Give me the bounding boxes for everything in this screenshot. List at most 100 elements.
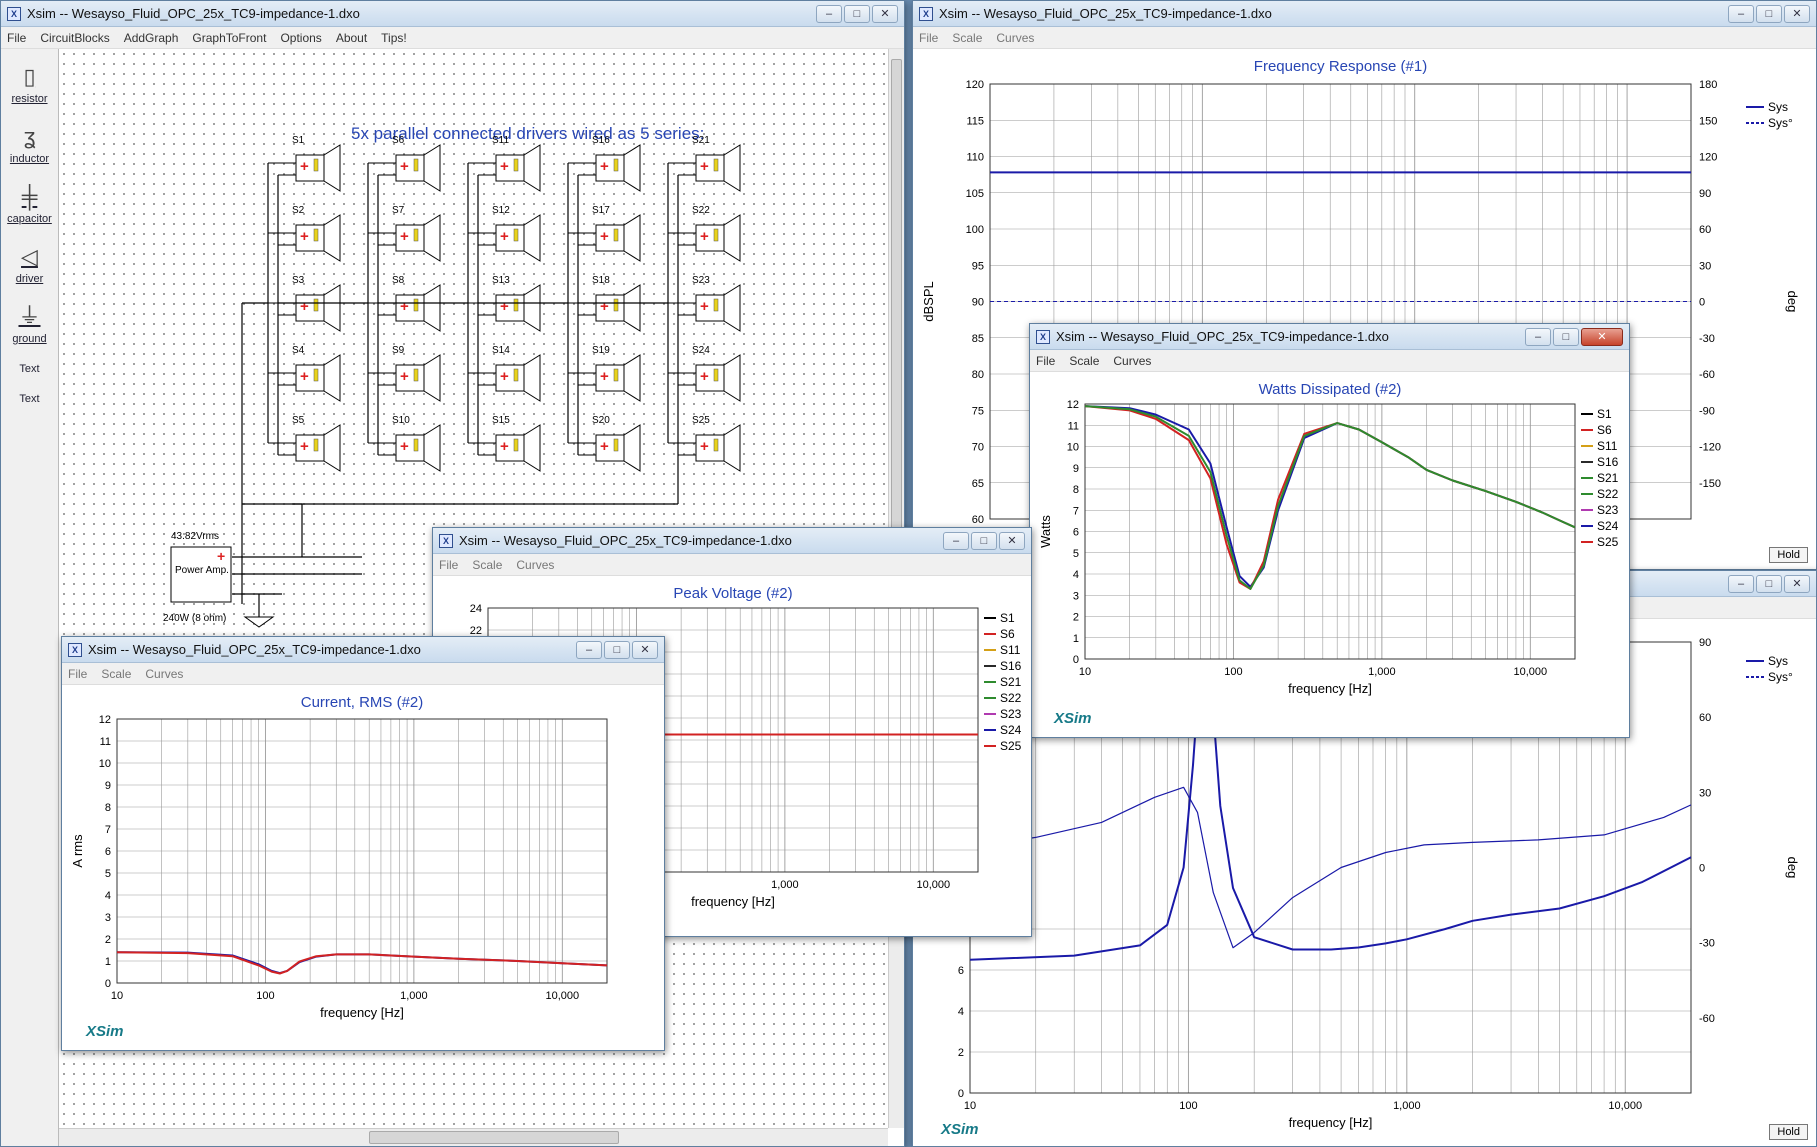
- driver-s10: S10 +: [368, 415, 441, 472]
- menu-curves[interactable]: Curves: [145, 666, 184, 681]
- driver-label: S18: [592, 275, 610, 286]
- driver-label: S6: [392, 135, 405, 146]
- maximize-button[interactable]: □: [1553, 327, 1579, 346]
- minimize-button[interactable]: –: [1728, 4, 1754, 23]
- driver-box: [295, 294, 325, 322]
- polarity-marker: [613, 368, 619, 382]
- y-tick-label: 9: [1073, 463, 1079, 475]
- tool-driver[interactable]: ◁ driver: [1, 229, 58, 289]
- y-tick-label: 12: [99, 714, 111, 726]
- close-button[interactable]: ✕: [1784, 4, 1810, 23]
- menu-scale[interactable]: Scale: [472, 557, 503, 572]
- driver-label: S3: [292, 275, 305, 286]
- y2-tick-label: 90: [1699, 637, 1711, 649]
- grid: [1084, 403, 1576, 660]
- minimize-button[interactable]: –: [816, 4, 842, 23]
- minimize-button[interactable]: –: [1728, 574, 1754, 593]
- window-title: Xsim -- Wesayso_Fluid_OPC_25x_TC9-impeda…: [27, 6, 360, 21]
- close-button[interactable]: ✕: [632, 640, 658, 659]
- y-tick-label: 3: [1073, 590, 1079, 602]
- y-axis-label: Watts: [1038, 515, 1053, 548]
- menu-addgraph[interactable]: AddGraph: [123, 30, 179, 45]
- vertical-scroll-thumb[interactable]: [891, 59, 902, 529]
- maximize-button[interactable]: □: [971, 531, 997, 550]
- y2-tick-label: -120: [1699, 442, 1721, 454]
- menu-file[interactable]: File: [7, 30, 27, 45]
- minimize-button[interactable]: –: [1525, 327, 1551, 346]
- y2-tick-label: -60: [1699, 1013, 1715, 1025]
- y2-tick-label: 0: [1699, 863, 1705, 875]
- menu-graphtofront[interactable]: GraphToFront: [192, 30, 267, 45]
- close-button[interactable]: ✕: [872, 4, 898, 23]
- menu-scale[interactable]: Scale: [101, 666, 132, 681]
- tool-inductor[interactable]: ʓ inductor: [1, 109, 58, 169]
- chart-title: Watts Dissipated (#2): [1259, 381, 1402, 398]
- polarity-marker: [313, 298, 319, 312]
- plus-icon: +: [700, 228, 709, 245]
- maximize-button[interactable]: □: [1756, 4, 1782, 23]
- driver-label: S9: [392, 345, 405, 356]
- tool-resistor[interactable]: ▯ resistor: [1, 49, 58, 109]
- tool-capacitor[interactable]: ╪ capacitor: [1, 169, 58, 229]
- menu-file[interactable]: File: [919, 30, 939, 45]
- menu-curves[interactable]: Curves: [1113, 353, 1152, 368]
- tool-text-5[interactable]: Text: [1, 349, 58, 379]
- menu-scale[interactable]: Scale: [952, 30, 983, 45]
- polarity-marker: [513, 368, 519, 382]
- driver-label: S23: [692, 275, 710, 286]
- driver-cone: [723, 144, 741, 192]
- driver-s2: S2 +: [268, 205, 341, 262]
- menu-tips[interactable]: Tips!: [381, 30, 407, 45]
- minimize-button[interactable]: –: [576, 640, 602, 659]
- xsim-logo: XSim: [86, 1023, 124, 1040]
- frequency-response-window: X Xsim -- Wesayso_Fluid_OPC_25x_TC9-impe…: [912, 0, 1817, 570]
- driver-s21: S21 +: [668, 135, 741, 192]
- close-button[interactable]: ✕: [999, 531, 1025, 550]
- tool-label: Text: [19, 393, 40, 405]
- legend-label: Sys: [1768, 100, 1788, 114]
- xsim-app-icon: X: [1036, 329, 1050, 344]
- maximize-button[interactable]: □: [604, 640, 630, 659]
- maximize-button[interactable]: □: [1756, 574, 1782, 593]
- horizontal-scroll-thumb[interactable]: [369, 1131, 619, 1144]
- schematic-drawing: 5x parallel connected drivers wired as 5…: [163, 124, 741, 686]
- menu-curves[interactable]: Curves: [516, 557, 555, 572]
- tool-ground[interactable]: ⏚ ground: [1, 289, 58, 349]
- driver-cone: [623, 354, 641, 402]
- close-button[interactable]: ✕: [1784, 574, 1810, 593]
- close-button[interactable]: ✕: [1581, 327, 1623, 346]
- graph-area: Current, RMS (#2) 0 1 2 3 4 5 6 7 8 9 10 11 12 10 100 1,…: [62, 685, 664, 1050]
- graph-menubar: File Scale Curves: [433, 554, 1031, 576]
- y-axis-label: A rms: [70, 834, 85, 868]
- menu-file[interactable]: File: [68, 666, 88, 681]
- hold-button[interactable]: Hold: [1769, 547, 1808, 563]
- y-tick-label: 1: [105, 956, 111, 968]
- y-tick-label: 11: [100, 736, 111, 748]
- plus-icon: +: [400, 228, 409, 245]
- driver-label: S21: [692, 135, 710, 146]
- y-tick-label: 6: [958, 965, 964, 977]
- menu-circuitblocks[interactable]: CircuitBlocks: [40, 30, 110, 45]
- menu-curves[interactable]: Curves: [996, 30, 1035, 45]
- driver-label: S8: [392, 275, 405, 286]
- driver-cone: [723, 284, 741, 332]
- tool-text-6[interactable]: Text: [1, 379, 58, 409]
- menu-scale[interactable]: Scale: [1069, 353, 1100, 368]
- horizontal-scrollbar[interactable]: [59, 1128, 888, 1146]
- menu-file[interactable]: File: [439, 557, 459, 572]
- menu-options[interactable]: Options: [280, 30, 322, 45]
- menu-file[interactable]: File: [1036, 353, 1056, 368]
- resistor-icon: ▯: [23, 64, 36, 89]
- polarity-marker: [613, 298, 619, 312]
- driver-s17: S17 +: [568, 205, 641, 262]
- menu-about[interactable]: About: [335, 30, 368, 45]
- driver-s11: S11 +: [468, 135, 541, 192]
- driver-label: S13: [492, 275, 510, 286]
- maximize-button[interactable]: □: [844, 4, 870, 23]
- hold-button[interactable]: Hold: [1769, 1124, 1808, 1140]
- polarity-marker: [413, 368, 419, 382]
- polarity-marker: [313, 368, 319, 382]
- legend-label: S25: [1000, 739, 1022, 753]
- minimize-button[interactable]: –: [943, 531, 969, 550]
- series-sys: [970, 642, 1691, 961]
